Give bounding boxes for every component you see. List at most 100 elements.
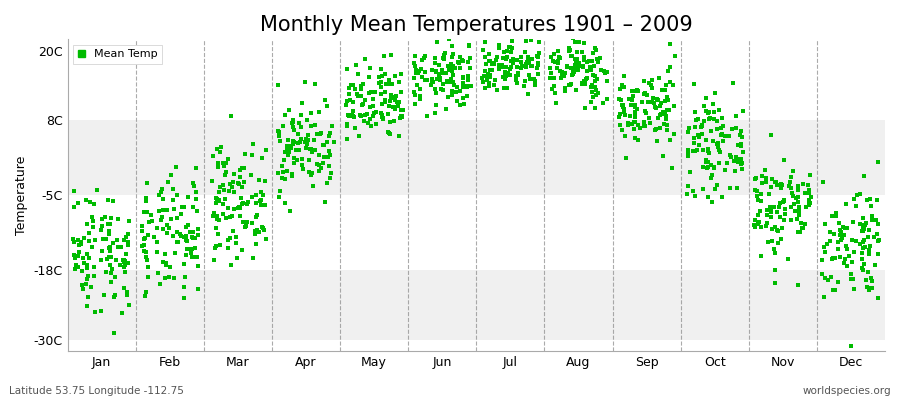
Point <box>436 52 451 59</box>
Point <box>311 152 326 158</box>
Point <box>492 42 507 48</box>
Point <box>453 102 467 108</box>
Point <box>859 219 873 226</box>
Point <box>185 229 200 236</box>
Point <box>294 100 309 106</box>
Point <box>237 179 251 185</box>
Point <box>102 228 116 234</box>
Point <box>271 81 285 88</box>
Point <box>825 255 840 261</box>
Point <box>388 106 402 112</box>
Point <box>865 278 879 284</box>
Point <box>180 245 194 252</box>
Point <box>374 111 389 118</box>
Point <box>231 180 246 186</box>
Point <box>292 119 306 126</box>
Point <box>232 180 247 187</box>
Point <box>219 214 233 221</box>
Point <box>252 229 266 235</box>
Point <box>241 199 256 205</box>
Point <box>140 232 155 238</box>
Point <box>321 154 336 160</box>
Point <box>731 158 745 165</box>
Point <box>714 132 728 138</box>
Point <box>250 226 265 233</box>
Point <box>857 172 871 179</box>
Point <box>599 96 614 102</box>
Point <box>258 202 273 208</box>
Point <box>551 58 565 65</box>
Point <box>828 213 842 219</box>
Point <box>499 56 513 62</box>
Point <box>616 102 631 108</box>
Point <box>150 239 165 246</box>
Point <box>794 220 808 226</box>
Y-axis label: Temperature: Temperature <box>15 156 28 235</box>
Point <box>617 111 632 118</box>
Point <box>871 238 886 244</box>
Point <box>322 152 337 158</box>
Point <box>177 204 192 210</box>
Point <box>378 97 392 104</box>
Point <box>574 63 589 70</box>
Point <box>820 241 834 247</box>
Point <box>229 240 243 246</box>
Point <box>792 212 806 218</box>
Point <box>555 71 570 78</box>
Point <box>768 280 782 286</box>
Point <box>445 68 459 74</box>
Point <box>104 270 118 276</box>
Point <box>735 160 750 166</box>
Point <box>340 66 355 73</box>
Point <box>856 239 870 245</box>
Point <box>418 77 433 83</box>
Point <box>712 147 726 153</box>
Point <box>210 216 224 222</box>
Point <box>393 89 408 96</box>
Point <box>139 194 153 201</box>
Point <box>782 183 796 189</box>
Point <box>230 205 245 211</box>
Point <box>286 117 301 123</box>
Point <box>650 138 664 144</box>
Point <box>446 79 461 85</box>
Point <box>324 170 338 176</box>
Point <box>210 146 224 152</box>
Point <box>649 126 663 132</box>
Point <box>97 236 112 242</box>
Point <box>785 190 799 197</box>
Point <box>281 137 295 144</box>
Point <box>861 226 876 233</box>
Point <box>764 132 778 138</box>
Point <box>707 116 722 122</box>
Point <box>575 79 590 86</box>
Point <box>755 180 770 186</box>
Point <box>290 156 304 163</box>
Point <box>294 112 309 118</box>
Point <box>461 77 475 84</box>
Point <box>271 128 285 134</box>
Point <box>728 125 742 131</box>
Point <box>626 126 641 132</box>
Point <box>680 191 695 197</box>
Point <box>778 206 793 213</box>
Point <box>748 216 762 223</box>
Point <box>359 110 374 117</box>
Point <box>295 162 310 168</box>
Point <box>718 133 733 140</box>
Point <box>175 204 189 210</box>
Point <box>706 138 721 144</box>
Point <box>577 78 591 84</box>
Point <box>81 272 95 279</box>
Point <box>356 101 370 107</box>
Point <box>135 223 149 230</box>
Point <box>226 179 240 186</box>
Point <box>407 89 421 95</box>
Point <box>652 103 667 110</box>
Point <box>429 68 444 74</box>
Point <box>705 198 719 205</box>
Point <box>81 294 95 300</box>
Point <box>364 123 378 129</box>
Point <box>187 182 202 189</box>
Point <box>481 73 495 80</box>
